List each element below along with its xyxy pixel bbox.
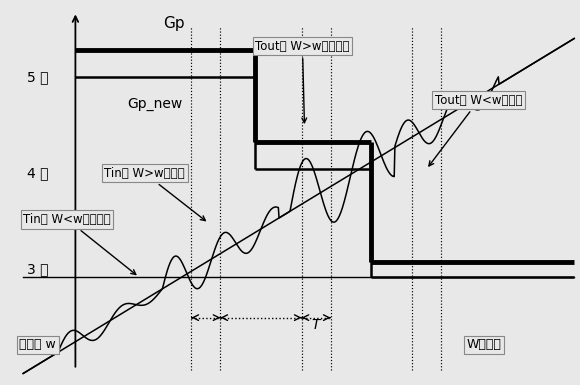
Text: Tout后 W>w，不退出: Tout后 W>w，不退出 xyxy=(255,40,350,123)
Text: 3 档: 3 档 xyxy=(27,263,49,276)
Text: 标定线 w: 标定线 w xyxy=(19,338,56,351)
Text: T: T xyxy=(312,318,320,332)
Text: Gp_new: Gp_new xyxy=(128,97,183,111)
Text: 5 档: 5 档 xyxy=(27,70,49,84)
Text: Gp: Gp xyxy=(163,16,185,30)
Text: W绝对值: W绝对值 xyxy=(467,338,502,351)
Text: Tin后 W>w，进入: Tin后 W>w，进入 xyxy=(104,167,205,221)
Text: 4 档: 4 档 xyxy=(27,166,49,180)
Text: Tout后 W<w，退出: Tout后 W<w，退出 xyxy=(429,94,523,166)
Text: Tin后 W<w，不进入: Tin后 W<w，不进入 xyxy=(23,213,136,275)
